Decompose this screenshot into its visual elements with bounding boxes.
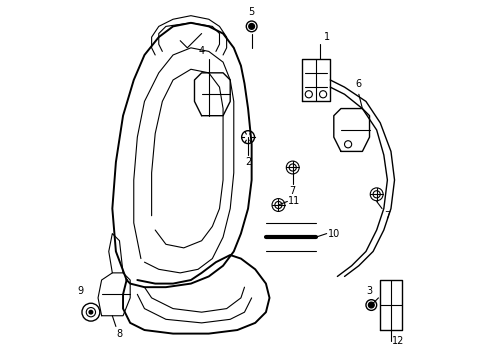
- Text: 12: 12: [391, 336, 404, 346]
- Text: 9: 9: [77, 286, 83, 296]
- Text: 3: 3: [366, 286, 372, 296]
- Text: 4: 4: [198, 46, 204, 57]
- Text: 2: 2: [244, 157, 251, 167]
- Text: 10: 10: [327, 229, 339, 239]
- Text: 7: 7: [384, 211, 390, 221]
- Text: 11: 11: [288, 197, 300, 206]
- Circle shape: [367, 302, 373, 308]
- Text: 8: 8: [116, 329, 122, 339]
- Text: 7: 7: [289, 186, 295, 196]
- Text: 5: 5: [248, 7, 254, 17]
- Circle shape: [248, 23, 254, 29]
- Text: 1: 1: [323, 32, 329, 42]
- Circle shape: [89, 310, 93, 314]
- Text: 6: 6: [355, 78, 361, 89]
